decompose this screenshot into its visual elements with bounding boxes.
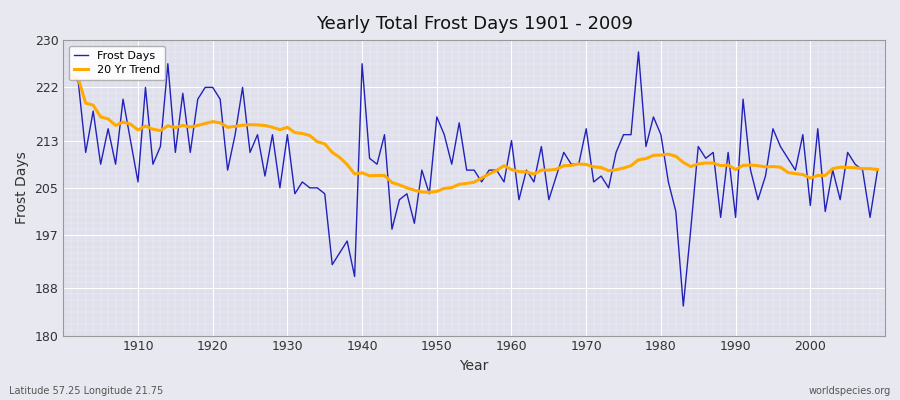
- Frost Days: [499, 180, 509, 184]
- 20 Yr Trend: [334, 155, 345, 160]
- Frost Days: [633, 50, 643, 54]
- 20 Yr Trend: [290, 130, 301, 135]
- Frost Days: [125, 138, 136, 143]
- Frost Days: [334, 250, 345, 255]
- 20 Yr Trend: [872, 167, 883, 172]
- Text: Latitude 57.25 Longitude 21.75: Latitude 57.25 Longitude 21.75: [9, 386, 163, 396]
- X-axis label: Year: Year: [460, 359, 489, 373]
- 20 Yr Trend: [514, 169, 525, 174]
- 20 Yr Trend: [506, 167, 517, 172]
- 20 Yr Trend: [66, 73, 77, 78]
- Frost Days: [290, 191, 301, 196]
- Frost Days: [506, 138, 517, 143]
- Legend: Frost Days, 20 Yr Trend: Frost Days, 20 Yr Trend: [68, 46, 166, 80]
- Frost Days: [596, 174, 607, 178]
- Line: 20 Yr Trend: 20 Yr Trend: [71, 76, 878, 192]
- Frost Days: [678, 304, 688, 308]
- 20 Yr Trend: [424, 190, 435, 195]
- Frost Days: [66, 73, 77, 78]
- Y-axis label: Frost Days: Frost Days: [15, 152, 29, 224]
- Text: worldspecies.org: worldspecies.org: [809, 386, 891, 396]
- Line: Frost Days: Frost Days: [71, 52, 878, 306]
- Title: Yearly Total Frost Days 1901 - 2009: Yearly Total Frost Days 1901 - 2009: [316, 15, 633, 33]
- Frost Days: [872, 168, 883, 172]
- 20 Yr Trend: [125, 122, 136, 126]
- 20 Yr Trend: [603, 168, 614, 173]
